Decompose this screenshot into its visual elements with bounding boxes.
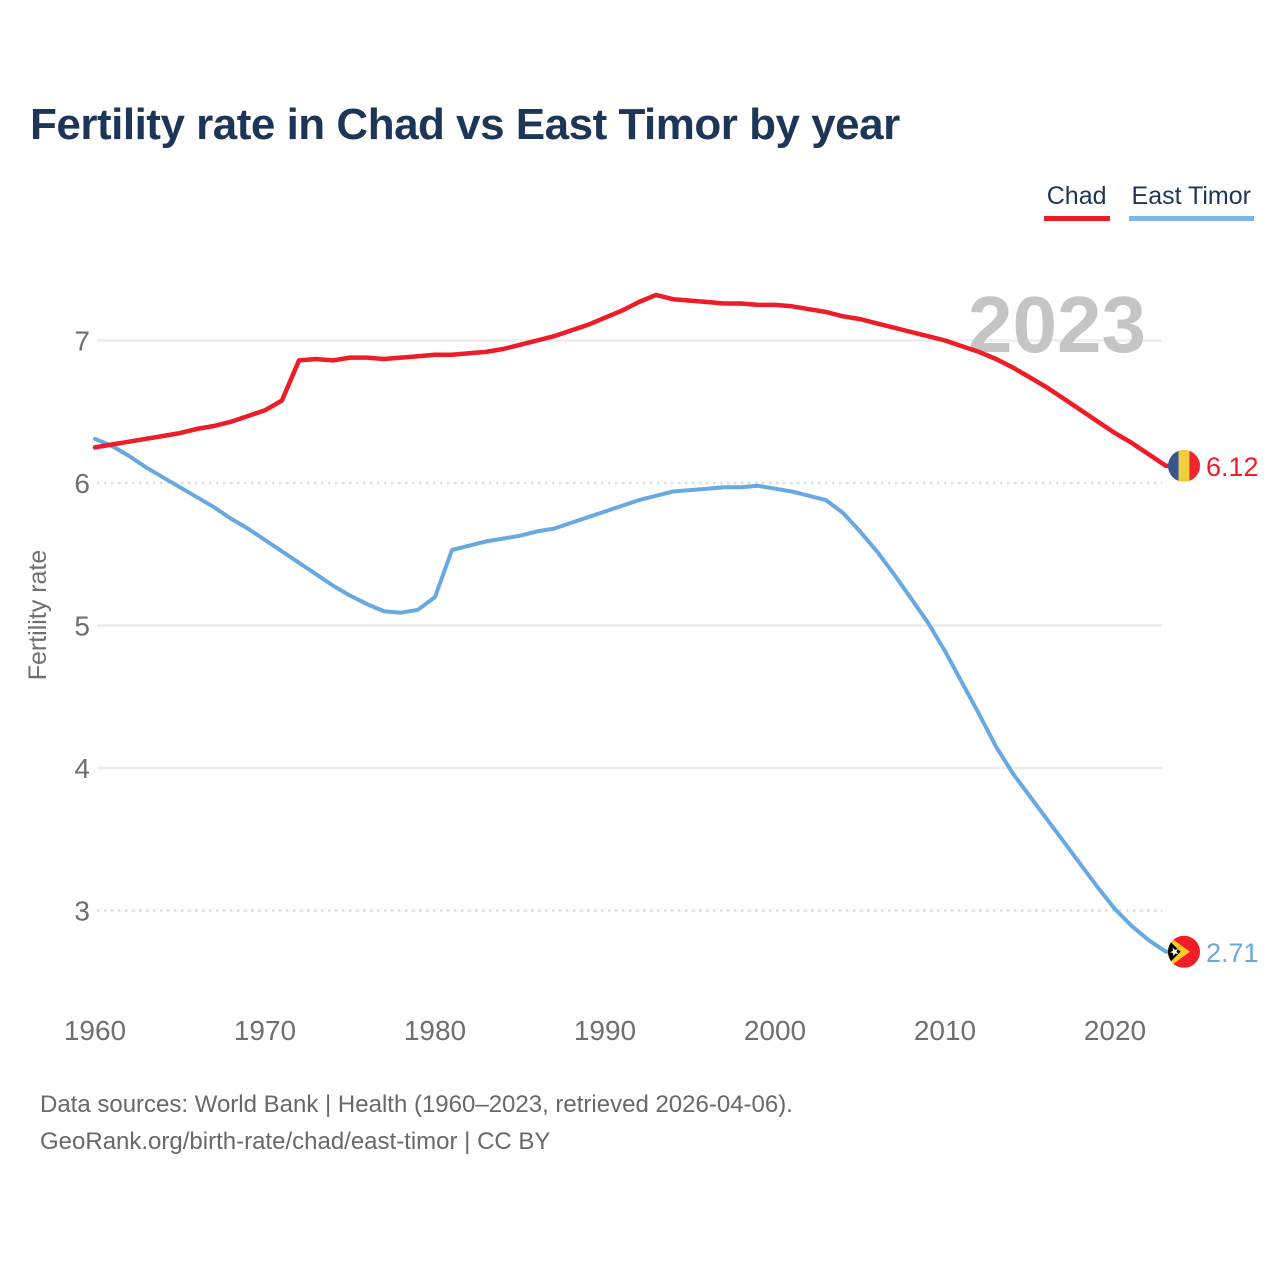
y-axis-title: Fertility rate bbox=[24, 550, 52, 681]
end-dot-chad-flag-icon[interactable] bbox=[1168, 449, 1200, 482]
footer-url: GeoRank.org/birth-rate/chad/east-timor |… bbox=[40, 1128, 551, 1155]
legend-item-chad[interactable]: Chad bbox=[1043, 182, 1110, 221]
end-dot-east-timor-flag-icon[interactable] bbox=[1168, 935, 1200, 968]
y-tick-label-4: 4 bbox=[74, 753, 90, 784]
watermark-year: 2023 bbox=[968, 280, 1146, 369]
x-tick-label-1970: 1970 bbox=[234, 1015, 296, 1046]
x-tick-label-1980: 1980 bbox=[404, 1015, 466, 1046]
footer: Data sources: World Bank | Health (1960–… bbox=[40, 1086, 793, 1160]
series-line-chad[interactable] bbox=[92, 292, 1174, 469]
legend-item-east-timor[interactable]: East Timor bbox=[1128, 182, 1254, 221]
x-tick-label-2000: 2000 bbox=[744, 1015, 806, 1046]
y-tick-label-5: 5 bbox=[74, 611, 90, 642]
x-tick-label-2010: 2010 bbox=[914, 1015, 976, 1046]
y-tick-label-6: 6 bbox=[74, 468, 90, 499]
end-value-label-east-timor: 2.71 bbox=[1206, 938, 1259, 968]
page-title: Fertility rate in Chad vs East Timor by … bbox=[30, 100, 900, 149]
legend: Chad East Timor bbox=[1043, 182, 1254, 221]
x-tick-label-2020: 2020 bbox=[1084, 1015, 1146, 1046]
footer-sources: Data sources: World Bank | Health (1960–… bbox=[40, 1091, 793, 1118]
x-tick-label-1990: 1990 bbox=[574, 1015, 636, 1046]
x-tick-label-1960: 1960 bbox=[64, 1015, 126, 1046]
y-tick-label-7: 7 bbox=[74, 326, 90, 357]
y-tick-label-3: 3 bbox=[74, 896, 90, 927]
series-line-east-timor[interactable] bbox=[93, 436, 1173, 954]
end-value-label-chad: 6.12 bbox=[1206, 452, 1259, 482]
